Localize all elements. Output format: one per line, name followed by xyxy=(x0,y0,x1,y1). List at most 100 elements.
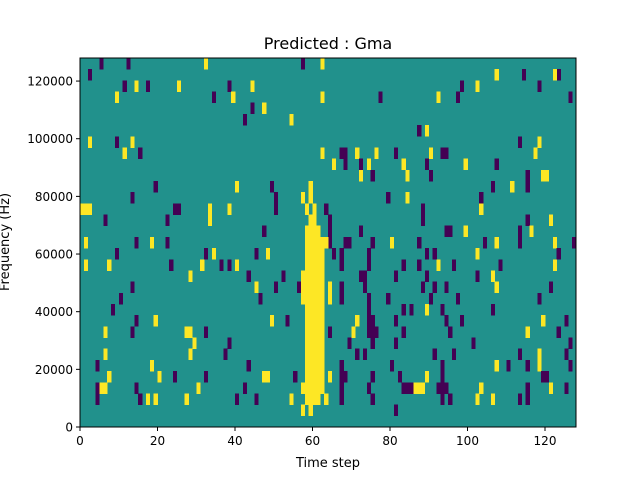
heatmap-cell-high xyxy=(200,259,205,271)
heatmap-cell-low xyxy=(545,371,550,383)
heatmap-cell-high xyxy=(149,236,154,249)
heatmap-cell-high xyxy=(304,326,309,338)
x-tick-label: 100 xyxy=(456,434,479,448)
heatmap-cell-high xyxy=(103,382,108,394)
heatmap-cell-high xyxy=(366,158,371,171)
heatmap-cell-high xyxy=(207,214,213,227)
heatmap-cell-high xyxy=(537,136,542,148)
heatmap-cell-high xyxy=(300,192,306,204)
heatmap-cell-low xyxy=(432,348,437,361)
heatmap-cell-low xyxy=(130,281,135,294)
heatmap-cell-low xyxy=(347,337,352,350)
heatmap-cell-high xyxy=(320,337,325,350)
heatmap-cell-high xyxy=(312,292,317,305)
heatmap-cell-high xyxy=(494,359,499,372)
heatmap-cell-high xyxy=(552,236,557,249)
heatmap-cell-low xyxy=(145,80,151,92)
heatmap-cell-low xyxy=(165,214,170,227)
heatmap-cell-high xyxy=(316,348,321,361)
heatmap-cell-low xyxy=(401,326,406,338)
heatmap-cell-high xyxy=(188,326,193,338)
heatmap-cell-high xyxy=(316,315,321,327)
heatmap-cell-high xyxy=(308,236,313,249)
heatmap-cells xyxy=(80,58,577,427)
heatmap-cell-high xyxy=(87,203,92,215)
heatmap-cell-low xyxy=(165,236,170,249)
heatmap-cell-low xyxy=(455,91,461,104)
heatmap-cell-low xyxy=(490,181,495,193)
heatmap-cell-low xyxy=(440,147,445,159)
heatmap-cell-low xyxy=(568,359,573,372)
heatmap-cell-low xyxy=(273,192,278,204)
heatmap-cell-high xyxy=(114,91,120,104)
heatmap-cell-high xyxy=(308,348,313,361)
heatmap-cell-high xyxy=(312,304,317,316)
heatmap-cell-high xyxy=(250,80,255,92)
heatmap-cell-high xyxy=(300,292,306,305)
heatmap-cell-high xyxy=(83,259,89,271)
heatmap-cell-low xyxy=(227,80,232,92)
heatmap-cell-high xyxy=(157,371,162,383)
heatmap-cell-high xyxy=(316,270,321,282)
plot-frame xyxy=(79,57,577,428)
heatmap-cell-low xyxy=(521,69,526,81)
heatmap-cell-low xyxy=(525,181,530,193)
y-tick-label: 80000 xyxy=(35,190,73,204)
heatmap-cell-high xyxy=(355,315,360,327)
heatmap-cell-low xyxy=(444,225,449,238)
heatmap-cell-low xyxy=(525,169,530,182)
heatmap-cell-high xyxy=(424,125,430,137)
heatmap-cell-low xyxy=(176,203,182,215)
heatmap-cell-low xyxy=(405,382,410,394)
heatmap-cell-high xyxy=(359,169,364,182)
heatmap-cell-high xyxy=(320,270,325,282)
heatmap-cell-low xyxy=(409,382,414,394)
heatmap-cell-high xyxy=(320,326,325,338)
heatmap-cell-low xyxy=(417,125,422,137)
heatmap-cell-high xyxy=(316,371,321,383)
heatmap-cell-high xyxy=(312,315,317,327)
heatmap-cell-high xyxy=(525,326,530,338)
heatmap-cell-high xyxy=(316,393,321,405)
heatmap-cell-high xyxy=(320,382,325,394)
heatmap-cell-high xyxy=(312,348,317,361)
heatmap-cell-high xyxy=(417,382,422,394)
heatmap-cell-low xyxy=(254,248,259,260)
heatmap-cell-low xyxy=(386,192,391,204)
heatmap-cell-low xyxy=(436,382,441,394)
y-tick-label: 120000 xyxy=(27,75,73,89)
heatmap-cell-low xyxy=(452,348,457,361)
heatmap-cell-low xyxy=(440,393,445,405)
heatmap-cell-high xyxy=(207,203,213,215)
heatmap-cell-low xyxy=(99,58,104,70)
heatmap-cell-high xyxy=(304,248,309,260)
heatmap-cell-high xyxy=(269,315,275,327)
heatmap-cell-high xyxy=(308,292,313,305)
heatmap-cell-high xyxy=(537,348,542,361)
heatmap-cell-high xyxy=(479,382,484,394)
heatmap-cell-low xyxy=(537,292,542,305)
heatmap-cell-high xyxy=(231,91,236,104)
heatmap-cell-high xyxy=(312,259,317,271)
heatmap-cell-high xyxy=(107,371,112,383)
heatmap-cell-high xyxy=(87,136,92,148)
heatmap-cell-low xyxy=(366,382,371,394)
heatmap-cell-low xyxy=(370,315,375,327)
heatmap-cell-low xyxy=(374,326,379,338)
heatmap-cell-low xyxy=(328,236,333,249)
heatmap-cell-high xyxy=(320,292,325,305)
x-axis: 0 20 40 60 80 100 120 xyxy=(76,427,556,448)
heatmap-cell-high xyxy=(304,292,309,305)
heatmap-cell-low xyxy=(111,304,116,316)
heatmap-cell-high xyxy=(304,304,309,316)
heatmap-cell-high xyxy=(300,270,306,282)
heatmap-cell-high xyxy=(134,80,139,92)
heatmap-cell-low xyxy=(204,371,209,383)
heatmap-cell-low xyxy=(366,315,371,327)
heatmap-cell-low xyxy=(118,292,123,305)
heatmap-cell-low xyxy=(541,371,546,383)
heatmap-cell-high xyxy=(122,147,127,159)
heatmap-cell-high xyxy=(188,348,193,361)
heatmap-cell-low xyxy=(246,270,251,282)
y-tick-label: 0 xyxy=(65,421,73,435)
